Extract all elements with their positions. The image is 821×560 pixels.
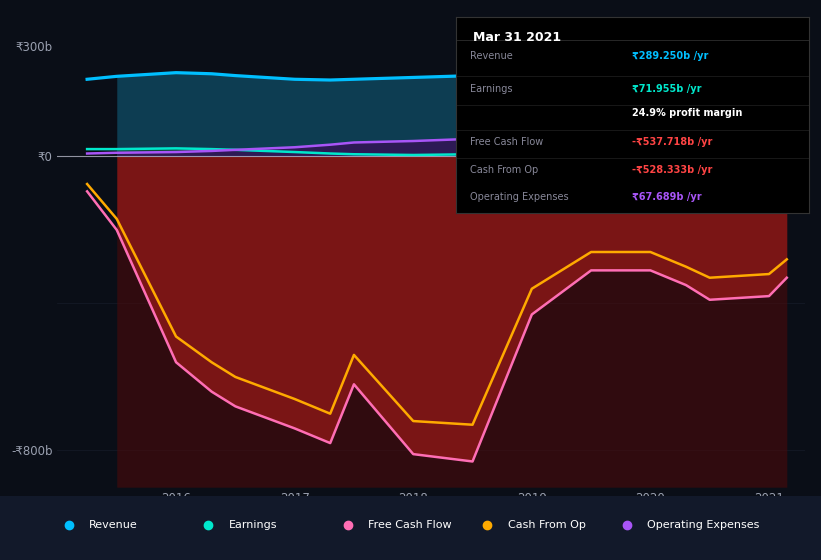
Text: -₹528.333b /yr: -₹528.333b /yr: [632, 165, 713, 175]
Text: Earnings: Earnings: [470, 85, 512, 94]
Text: ₹67.689b /yr: ₹67.689b /yr: [632, 192, 702, 202]
Text: Free Cash Flow: Free Cash Flow: [470, 137, 543, 147]
Text: ₹71.955b /yr: ₹71.955b /yr: [632, 85, 702, 94]
Text: -₹537.718b /yr: -₹537.718b /yr: [632, 137, 713, 147]
Text: ₹289.250b /yr: ₹289.250b /yr: [632, 51, 709, 61]
Text: 24.9% profit margin: 24.9% profit margin: [632, 108, 742, 118]
Text: Cash From Op: Cash From Op: [507, 520, 585, 530]
Text: Operating Expenses: Operating Expenses: [647, 520, 759, 530]
Text: Operating Expenses: Operating Expenses: [470, 192, 568, 202]
Text: Free Cash Flow: Free Cash Flow: [369, 520, 452, 530]
Text: Cash From Op: Cash From Op: [470, 165, 538, 175]
Text: Revenue: Revenue: [89, 520, 138, 530]
Text: Mar 31 2021: Mar 31 2021: [474, 31, 562, 44]
Text: Revenue: Revenue: [470, 51, 512, 61]
Text: Earnings: Earnings: [228, 520, 277, 530]
